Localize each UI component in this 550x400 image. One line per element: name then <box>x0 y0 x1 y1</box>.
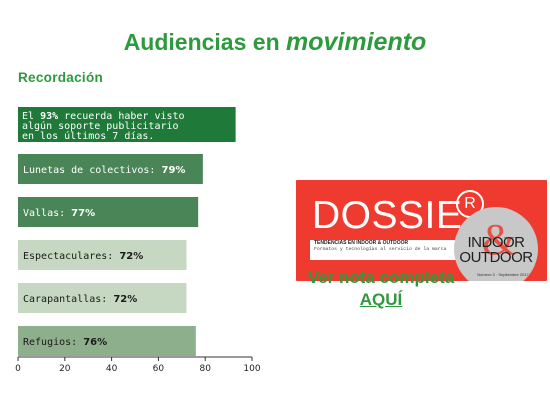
bar-2 <box>18 197 199 227</box>
dossier-issue: Número 3 · Septiembre 2017 <box>477 272 529 277</box>
section-title: Recordación <box>18 70 104 85</box>
brand-circle-logo <box>454 207 538 281</box>
headline-main: Audiencias en <box>123 29 280 55</box>
bar-4 <box>18 283 187 313</box>
cta-link-row: AQUÍ <box>296 290 466 310</box>
brand-wordmark: INDOOR OUTDOOR <box>456 235 536 265</box>
bar-label-3: Espectaculares: 72% <box>23 251 143 262</box>
x-tick-label-4: 80 <box>199 364 211 374</box>
bar-label-1: Lunetas de colectivos: 79% <box>23 165 185 176</box>
bar-5 <box>18 326 196 356</box>
bar-3 <box>18 240 187 270</box>
dossier-tagline: Formatos y tecnologías al servicio de la… <box>314 247 447 252</box>
bar-label-0-line-2: en los últimos 7 días. <box>22 130 154 142</box>
x-tick-label-5: 100 <box>243 364 260 374</box>
dossier-banner[interactable]: DOSSIE R TENDENCIAS EN INDOOR & OUTDOOR … <box>296 180 547 281</box>
bar-label-4: Carapantallas: 72% <box>23 294 137 305</box>
headline: Audiencias en movimiento <box>0 28 550 57</box>
bar-label-0-line-0: El 93% recuerda haber visto <box>22 111 185 122</box>
headline-emphasis: movimiento <box>286 28 427 56</box>
x-tick-label-2: 40 <box>106 364 118 374</box>
cta-link[interactable]: AQUÍ <box>359 290 403 309</box>
x-tick-label-3: 60 <box>153 364 165 374</box>
bar-1 <box>18 154 203 184</box>
bar-label-5: Refugios: 76% <box>23 337 107 348</box>
dossier-title: DOSSIE <box>312 194 463 237</box>
brand-outdoor: OUTDOOR <box>459 249 533 266</box>
bar-label-0-line-1: algún soporte publicitario <box>22 120 179 132</box>
bar-label-2: Vallas: 77% <box>23 208 95 219</box>
x-tick-label-0: 0 <box>15 364 21 374</box>
dossier-subtitle-strip <box>310 240 470 260</box>
dossier-subtitle: TENDENCIAS EN INDOOR & OUTDOOR <box>314 240 409 246</box>
x-tick-label-1: 20 <box>59 364 71 374</box>
bar-0 <box>18 107 236 142</box>
brand-indoor: INDOOR <box>467 234 526 251</box>
cta-text: Ver nota completa <box>307 268 455 287</box>
